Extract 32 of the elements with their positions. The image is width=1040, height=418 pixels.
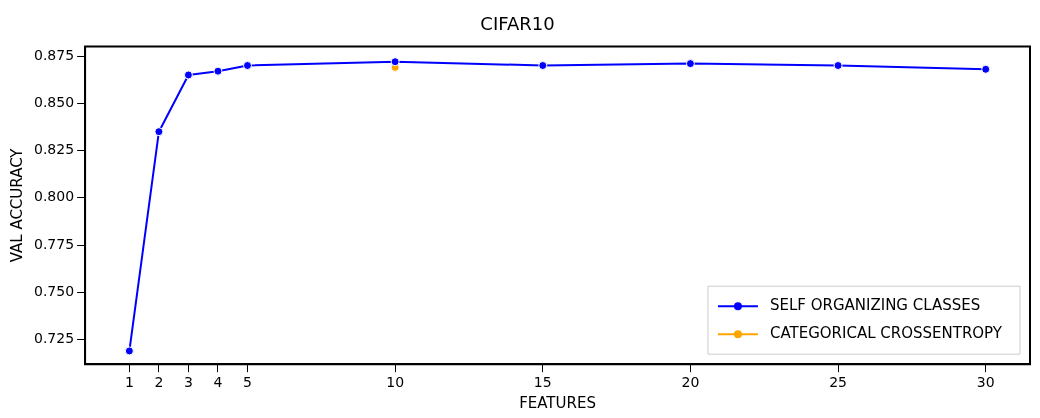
x-tick-label: 20 [681,374,700,391]
x-tick-label: 4 [213,374,223,391]
point [154,127,164,137]
point [833,61,843,71]
point [124,346,134,356]
x-tick-label: 1 [124,374,134,391]
point [213,66,223,76]
x-tick-label: 3 [183,374,193,391]
x-tick-label: 15 [533,374,552,391]
point [183,70,193,80]
x-tick-label: 10 [386,374,405,391]
legend-label: CATEGORICAL CROSSENTROPY [769,324,1003,343]
y-tick-label: 0.725 [33,330,75,347]
y-tick-label: 0.775 [33,235,75,252]
x-tick-label: 25 [829,374,847,391]
point [242,61,252,71]
point [981,64,991,74]
legend-label: SELF ORGANIZING CLASSES [769,296,981,315]
y-axis-title: VAL ACCURACY [7,147,26,263]
chart-title: CIFAR10 [480,13,555,35]
x-tick-label: 2 [154,374,164,391]
point [390,57,400,67]
x-tick-label: 30 [976,374,995,391]
x-tick-label: 5 [243,374,252,391]
x-axis-title: FEATURES [519,393,596,412]
y-tick-label: 0.825 [33,141,75,158]
point [538,61,548,71]
point [685,59,695,69]
y-tick-label: 0.800 [33,188,75,205]
y-tick-label: 0.750 [33,283,75,299]
y-tick-label: 0.850 [33,93,75,110]
y-tick-label: 0.875 [33,46,75,63]
